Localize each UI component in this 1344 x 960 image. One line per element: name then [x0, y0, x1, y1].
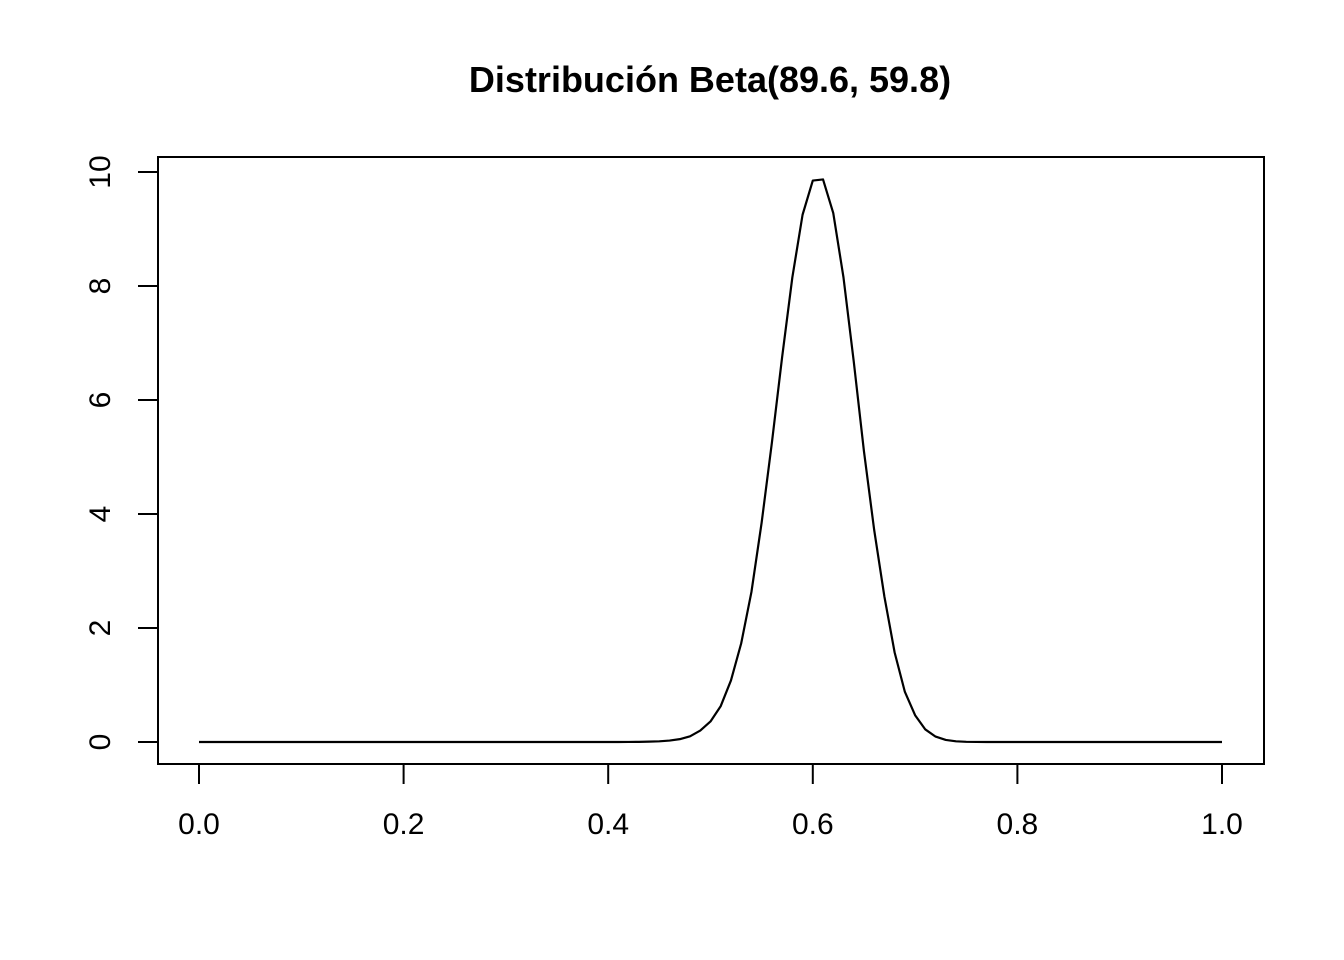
x-tick-label: 0.4 [587, 808, 629, 841]
x-tick-label: 1.0 [1201, 808, 1243, 841]
y-tick-label: 6 [84, 392, 117, 409]
y-tick-label: 0 [84, 734, 117, 751]
x-tick-label: 0.8 [997, 808, 1039, 841]
y-tick-label: 2 [84, 620, 117, 637]
density-curve [199, 178, 1222, 744]
plot-area-frame [157, 156, 1265, 765]
y-tick-label: 10 [84, 155, 117, 188]
x-tick-label: 0.0 [178, 808, 220, 841]
y-tick-label: 8 [84, 278, 117, 295]
x-tick-label: 0.6 [792, 808, 834, 841]
chart-title: Distribución Beta(89.6, 59.8) [469, 59, 951, 100]
x-tick-label: 0.2 [383, 808, 425, 841]
y-axis: 0 2 4 6 8 10 [84, 155, 159, 751]
y-tick-label: 4 [84, 506, 117, 523]
x-axis: 0.0 0.2 0.4 0.6 0.8 1.0 [178, 763, 1243, 841]
